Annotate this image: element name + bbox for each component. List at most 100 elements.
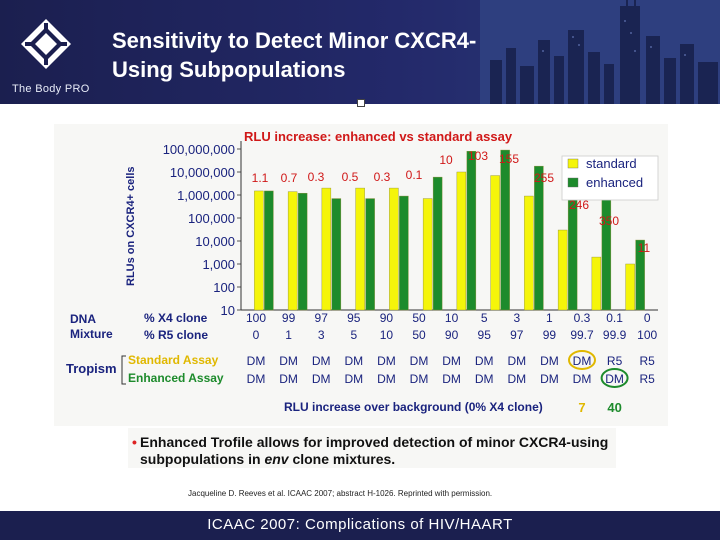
y-tick-label: 10,000,000 bbox=[170, 165, 235, 180]
bar-enhanced-4 bbox=[365, 198, 375, 311]
row-label-tropism: Tropism bbox=[66, 361, 117, 376]
x4-percent-cell: 99 bbox=[282, 311, 296, 325]
bar-standard-6 bbox=[422, 198, 433, 311]
bar-standard-7 bbox=[456, 171, 467, 311]
x4-percent-cell: 10 bbox=[445, 311, 459, 325]
standard-tropism-cell: DM bbox=[507, 354, 526, 368]
legend-swatch-standard bbox=[567, 158, 579, 169]
y-tick-label: 100,000 bbox=[188, 211, 235, 226]
enhanced-tropism-cell: DM bbox=[312, 372, 331, 386]
r5-percent-cell: 90 bbox=[445, 328, 459, 342]
data-label: 11 bbox=[638, 241, 651, 255]
x4-percent-cell: 1 bbox=[546, 311, 553, 325]
legend-swatch-enhanced bbox=[567, 177, 579, 188]
bar-enhanced-7 bbox=[466, 151, 477, 311]
chart-panel: RLU increase: enhanced vs standard assay… bbox=[54, 124, 668, 426]
x4-percent-cell: 0 bbox=[644, 311, 651, 325]
rlu-over-background-standard: 7 bbox=[578, 400, 585, 415]
standard-tropism-cell: DM bbox=[540, 354, 559, 368]
standard-tropism-cell: DM bbox=[312, 354, 331, 368]
bar-standard-3 bbox=[321, 187, 332, 311]
bar-standard-10 bbox=[557, 229, 568, 311]
rlu-over-background-label: RLU increase over background (0% X4 clon… bbox=[284, 400, 543, 414]
bullet-marker: • bbox=[132, 434, 137, 450]
standard-tropism-cell: DM bbox=[344, 354, 363, 368]
bullet-text: Enhanced Trofile allows for improved det… bbox=[140, 434, 609, 467]
enhanced-tropism-cell: R5 bbox=[640, 372, 656, 386]
enhanced-tropism-cell: DM bbox=[573, 372, 592, 386]
bar-standard-9 bbox=[524, 195, 534, 311]
org-name: The Body PRO bbox=[12, 83, 90, 95]
bar-enhanced-2 bbox=[297, 192, 308, 311]
bar-standard-5 bbox=[389, 187, 399, 311]
bar-standard-4 bbox=[355, 187, 365, 311]
enhanced-tropism-cell: DM bbox=[605, 372, 624, 386]
bar-enhanced-5 bbox=[399, 195, 409, 311]
slide-header: The Body PRO Sensitivity to Detect Minor… bbox=[0, 0, 720, 104]
r5-percent-cell: 5 bbox=[350, 328, 357, 342]
slide-footer: ICAAC 2007: Complications of HIV/HAART bbox=[0, 511, 720, 540]
data-label: 0.3 bbox=[308, 170, 325, 184]
y-tick-label: 100,000,000 bbox=[163, 142, 235, 157]
diamond-logo-icon bbox=[21, 19, 71, 69]
data-label: 255 bbox=[534, 171, 554, 185]
data-label: 0.5 bbox=[342, 170, 359, 184]
x4-percent-cell: 0.3 bbox=[574, 311, 591, 325]
small-square-marker bbox=[357, 99, 365, 107]
bar-enhanced-1 bbox=[264, 190, 274, 311]
standard-tropism-cell: R5 bbox=[607, 354, 623, 368]
rlu-chart: RLU increase: enhanced vs standard assay… bbox=[66, 129, 659, 415]
slide-title: Sensitivity to Detect Minor CXCR4- Using… bbox=[112, 26, 552, 84]
r5-percent-cell: 95 bbox=[478, 328, 492, 342]
bar-enhanced-6 bbox=[432, 176, 443, 311]
standard-tropism-cell: DM bbox=[442, 354, 461, 368]
bar-enhanced-3 bbox=[331, 198, 342, 311]
enhanced-tropism-cell: DM bbox=[279, 372, 298, 386]
bar-standard-8 bbox=[490, 175, 500, 311]
enhanced-limit-highlight bbox=[600, 368, 629, 388]
enhanced-tropism-cell: DM bbox=[507, 372, 526, 386]
x4-percent-cell: 5 bbox=[481, 311, 488, 325]
enhanced-tropism-cell: DM bbox=[247, 372, 266, 386]
y-tick-label: 100 bbox=[213, 280, 235, 295]
r5-percent-cell: 99.7 bbox=[570, 328, 594, 342]
row-label-x4-clone: % X4 clone bbox=[144, 311, 208, 325]
r5-percent-cell: 100 bbox=[637, 328, 657, 342]
row-label-enhanced-assay: Enhanced Assay bbox=[128, 371, 224, 385]
row-label-dna: DNA bbox=[70, 312, 96, 326]
chart-title: RLU increase: enhanced vs standard assay bbox=[244, 129, 513, 144]
enhanced-tropism-cell: DM bbox=[377, 372, 396, 386]
r5-percent-cell: 99 bbox=[543, 328, 557, 342]
data-label: 1.1 bbox=[252, 171, 269, 185]
standard-tropism-cell: R5 bbox=[640, 354, 656, 368]
bar-enhanced-8 bbox=[500, 149, 510, 311]
legend-label-standard: standard bbox=[586, 156, 637, 171]
bar-enhanced-9 bbox=[534, 165, 544, 311]
tropism-bracket bbox=[121, 355, 126, 385]
x4-percent-cell: 95 bbox=[347, 311, 361, 325]
r5-percent-cell: 1 bbox=[285, 328, 292, 342]
data-label: 10 bbox=[439, 153, 453, 167]
legend-label-enhanced: enhanced bbox=[586, 175, 643, 190]
data-label: 155 bbox=[499, 152, 519, 166]
x4-percent-cell: 90 bbox=[380, 311, 394, 325]
row-label-mixture: Mixture bbox=[70, 327, 113, 341]
r5-percent-cell: 99.9 bbox=[603, 328, 627, 342]
x4-percent-cell: 0.1 bbox=[606, 311, 623, 325]
data-label: 0.3 bbox=[374, 170, 391, 184]
slide-title-line-1: Sensitivity to Detect Minor CXCR4- bbox=[112, 28, 477, 53]
bar-standard-2 bbox=[287, 191, 298, 311]
r5-percent-cell: 3 bbox=[318, 328, 325, 342]
x4-percent-cell: 100 bbox=[246, 311, 266, 325]
row-label-standard-assay: Standard Assay bbox=[128, 353, 219, 367]
row-label-r5-clone: % R5 clone bbox=[144, 328, 208, 342]
y-axis-label: RLUs on CXCR4+ cells bbox=[125, 166, 137, 286]
data-label: 0.1 bbox=[406, 168, 423, 182]
bar-enhanced-12 bbox=[635, 239, 645, 311]
citation: Jacqueline D. Reeves et al. ICAAC 2007; … bbox=[188, 489, 493, 498]
enhanced-tropism-cell: DM bbox=[540, 372, 559, 386]
enhanced-tropism-cell: DM bbox=[475, 372, 494, 386]
r5-percent-cell: 10 bbox=[380, 328, 394, 342]
footer-text: ICAAC 2007: Complications of HIV/HAART bbox=[207, 516, 513, 533]
x4-percent-cell: 97 bbox=[315, 311, 329, 325]
